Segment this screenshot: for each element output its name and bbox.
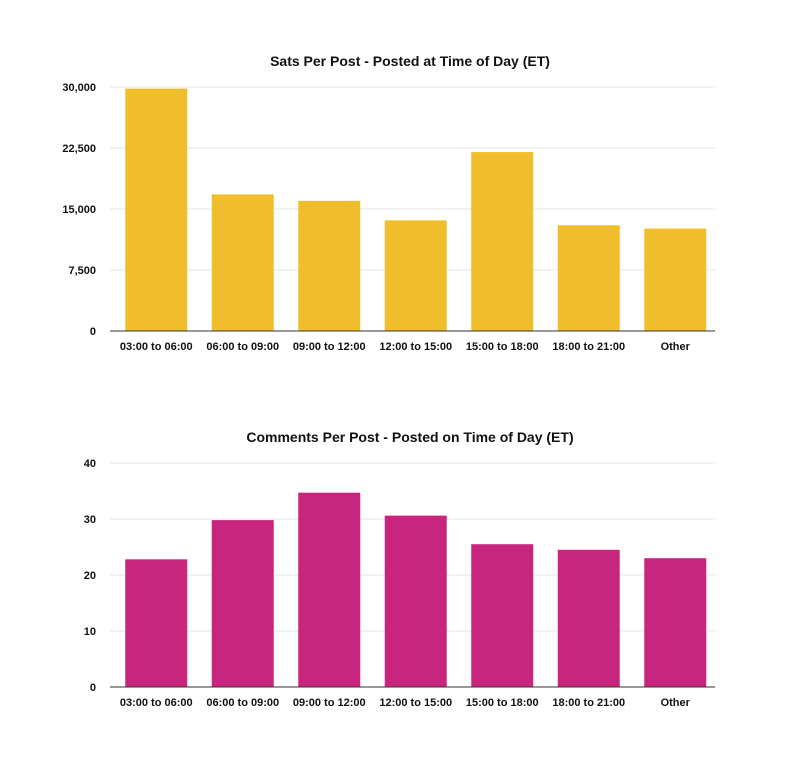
chart2-bar xyxy=(385,516,447,687)
chart1-ytick-label: 30,000 xyxy=(62,82,96,94)
chart2-xtick-label: 03:00 to 06:00 xyxy=(120,697,193,709)
chart2-ytick-label: 0 xyxy=(90,682,96,694)
chart2-title: Comments Per Post - Posted on Time of Da… xyxy=(246,429,573,445)
chart2-xtick-label: 06:00 to 09:00 xyxy=(206,697,279,709)
chart1-ytick-label: 0 xyxy=(90,326,96,338)
chart1-bar xyxy=(644,229,706,331)
chart1-xtick-label: 15:00 to 18:00 xyxy=(466,341,539,353)
chart1-xtick-label: 06:00 to 09:00 xyxy=(206,341,279,353)
chart1-xtick-label: 03:00 to 06:00 xyxy=(120,341,193,353)
chart2-bar xyxy=(644,558,706,687)
chart2-bar xyxy=(298,493,360,687)
chart1-bar xyxy=(212,194,274,331)
chart1-xtick-label: Other xyxy=(661,341,691,353)
chart1-ytick-label: 22,500 xyxy=(62,143,96,155)
chart1-bar xyxy=(558,225,620,331)
chart2-xtick-label: 09:00 to 12:00 xyxy=(293,697,366,709)
chart1-ytick-label: 15,000 xyxy=(62,204,96,216)
chart1-title: Sats Per Post - Posted at Time of Day (E… xyxy=(270,53,550,69)
chart2-xtick-label: 18:00 to 21:00 xyxy=(552,697,625,709)
chart2-ytick-label: 30 xyxy=(84,514,96,526)
chart2-ytick-label: 40 xyxy=(84,458,96,470)
chart1-bar xyxy=(298,201,360,331)
chart1-ytick-label: 7,500 xyxy=(68,265,96,277)
chart2-bar xyxy=(125,559,187,687)
chart2-xtick-label: 15:00 to 18:00 xyxy=(466,697,539,709)
chart2-ytick-label: 10 xyxy=(84,626,96,638)
chart1-xtick-label: 09:00 to 12:00 xyxy=(293,341,366,353)
chart1-bar xyxy=(125,89,187,331)
chart2-xtick-label: 12:00 to 15:00 xyxy=(379,697,452,709)
chart2-bar xyxy=(558,550,620,687)
chart2-xtick-label: Other xyxy=(661,697,691,709)
chart1-xtick-label: 12:00 to 15:00 xyxy=(379,341,452,353)
chart2-bar xyxy=(212,520,274,687)
chart2-bar xyxy=(471,544,533,687)
chart1-bar xyxy=(385,220,447,331)
chart1-xtick-label: 18:00 to 21:00 xyxy=(552,341,625,353)
chart2-ytick-label: 20 xyxy=(84,570,96,582)
chart1-bar xyxy=(471,152,533,331)
